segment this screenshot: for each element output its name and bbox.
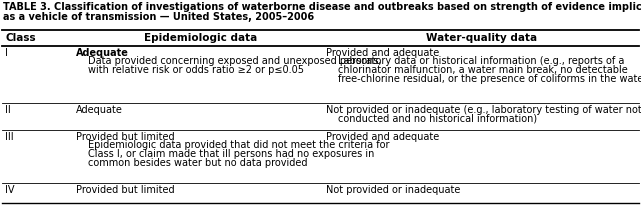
Text: Adequate: Adequate [76, 105, 122, 115]
Text: Water-quality data: Water-quality data [426, 33, 537, 43]
Text: III: III [5, 132, 13, 142]
Text: Data provided concerning exposed and unexposed persons,: Data provided concerning exposed and une… [88, 56, 381, 66]
Text: Provided but limited: Provided but limited [76, 185, 174, 195]
Text: II: II [5, 105, 11, 115]
Text: chlorinator malfunction, a water main break, no detectable: chlorinator malfunction, a water main br… [338, 65, 628, 75]
Text: as a vehicle of transmission — United States, 2005–2006: as a vehicle of transmission — United St… [3, 13, 314, 23]
Text: Adequate: Adequate [76, 48, 128, 58]
Text: Not provided or inadequate (e.g., laboratory testing of water not: Not provided or inadequate (e.g., labora… [326, 105, 641, 115]
Text: Laboratory data or historical information (e.g., reports of a: Laboratory data or historical informatio… [338, 56, 624, 66]
Text: TABLE 3. Classification of investigations of waterborne disease and outbreaks ba: TABLE 3. Classification of investigation… [3, 2, 641, 12]
Text: Class: Class [5, 33, 36, 43]
Text: Provided and adequate: Provided and adequate [326, 48, 439, 58]
Text: free-chlorine residual, or the presence of coliforms in the water): free-chlorine residual, or the presence … [338, 74, 641, 84]
Text: Provided but limited: Provided but limited [76, 132, 174, 142]
Text: Class I, or claim made that ill persons had no exposures in: Class I, or claim made that ill persons … [88, 149, 374, 159]
Text: conducted and no historical information): conducted and no historical information) [338, 113, 537, 124]
Text: Provided and adequate: Provided and adequate [326, 132, 439, 142]
Text: Epidemiologic data: Epidemiologic data [144, 33, 257, 43]
Text: I: I [5, 48, 8, 58]
Text: common besides water but no data provided: common besides water but no data provide… [88, 158, 307, 167]
Text: with relative risk or odds ratio ≥2 or p≤0.05: with relative risk or odds ratio ≥2 or p… [88, 65, 304, 75]
Text: Epidemiologic data provided that did not meet the criteria for: Epidemiologic data provided that did not… [88, 140, 389, 150]
Text: IV: IV [5, 185, 15, 195]
Text: Not provided or inadequate: Not provided or inadequate [326, 185, 460, 195]
